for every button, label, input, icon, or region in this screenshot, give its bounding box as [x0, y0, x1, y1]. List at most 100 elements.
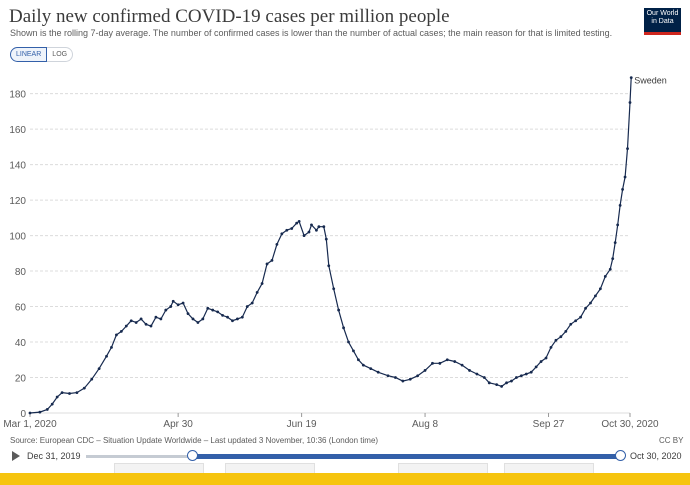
- logo-line-1: Our World: [646, 10, 679, 17]
- x-tick-label: Aug 8: [412, 419, 439, 430]
- data-point: [201, 317, 205, 321]
- data-point: [352, 349, 355, 353]
- series-label-sweden: Sweden: [634, 76, 667, 86]
- data-point: [310, 223, 313, 227]
- line-chart: 0 20 40 60 80 100 120 140 160 180 Mar 1, 2020 Apr …: [3, 76, 667, 430]
- data-point: [616, 223, 620, 227]
- data-point: [181, 301, 185, 305]
- timeline-end-handle[interactable]: [615, 450, 626, 461]
- data-point: [129, 319, 133, 323]
- x-tick-label: Apr 30: [163, 419, 193, 430]
- data-point: [110, 345, 113, 349]
- data-point: [216, 310, 220, 314]
- tab-placeholder[interactable]: [504, 463, 594, 474]
- data-point: [28, 411, 32, 415]
- tab-placeholder[interactable]: [398, 463, 488, 474]
- data-point: [139, 317, 143, 321]
- data-point: [105, 354, 108, 358]
- data-point: [629, 76, 633, 80]
- data-point: [270, 259, 274, 262]
- data-point: [307, 230, 311, 234]
- data-point: [549, 345, 553, 349]
- data-point: [226, 315, 229, 319]
- data-point: [144, 322, 148, 326]
- data-point: [45, 408, 49, 411]
- data-point: [236, 317, 239, 321]
- data-point: [594, 294, 597, 298]
- y-tick-label: 0: [20, 409, 26, 420]
- data-point: [621, 188, 624, 191]
- y-tick-label: 140: [9, 161, 26, 172]
- data-point: [38, 410, 42, 414]
- data-point: [68, 392, 71, 395]
- scale-toggle: LINEAR LOG: [10, 47, 74, 62]
- y-tick-label: 160: [9, 125, 26, 136]
- data-point: [468, 369, 471, 372]
- data-point: [569, 322, 573, 326]
- data-point: [460, 363, 464, 367]
- tab-placeholder[interactable]: [114, 463, 204, 474]
- log-scale-button[interactable]: LOG: [47, 47, 74, 62]
- data-point: [386, 374, 390, 378]
- data-point: [265, 262, 269, 266]
- data-point: [453, 360, 457, 363]
- data-point: [295, 221, 299, 225]
- timeline-track-inactive[interactable]: [86, 455, 192, 458]
- data-point: [623, 175, 627, 179]
- y-tick-label: 20: [15, 374, 27, 385]
- data-point: [302, 234, 306, 237]
- data-point: [495, 383, 499, 387]
- data-point: [376, 370, 380, 374]
- data-point: [431, 361, 434, 365]
- x-tick-label: Mar 1, 2020: [3, 419, 57, 430]
- data-point: [584, 306, 587, 310]
- data-point: [626, 147, 629, 151]
- data-point: [618, 204, 622, 207]
- timeline-start-handle[interactable]: [187, 450, 198, 461]
- data-point: [211, 308, 215, 312]
- data-point: [327, 264, 331, 268]
- data-point: [297, 219, 301, 223]
- tab-placeholder[interactable]: [225, 463, 315, 474]
- data-point: [608, 267, 612, 271]
- data-point: [628, 101, 632, 104]
- x-tick-label: Sep 27: [533, 419, 565, 430]
- data-point: [487, 381, 491, 385]
- data-point: [559, 335, 563, 339]
- owid-logo[interactable]: Our World in Data: [644, 8, 681, 35]
- y-tick-label: 180: [9, 90, 26, 101]
- data-point: [408, 377, 412, 381]
- grid-lines: [30, 93, 630, 414]
- license-link[interactable]: CC BY: [659, 436, 684, 445]
- data-point: [394, 376, 397, 379]
- timeline-track-selected[interactable]: [192, 454, 620, 459]
- data-point: [534, 365, 538, 369]
- data-point: [119, 329, 123, 333]
- data-point: [505, 381, 508, 385]
- data-point: [124, 324, 128, 328]
- data-point: [445, 358, 449, 362]
- data-point: [574, 319, 578, 323]
- data-point: [55, 395, 59, 399]
- data-point: [401, 379, 405, 383]
- data-point: [176, 303, 180, 307]
- play-icon[interactable]: [12, 451, 20, 461]
- data-point: [500, 384, 504, 388]
- data-point: [60, 391, 64, 394]
- data-point: [332, 287, 336, 291]
- data-point: [250, 301, 254, 305]
- linear-scale-button[interactable]: LINEAR: [10, 47, 48, 62]
- data-point: [598, 287, 602, 291]
- data-point: [317, 225, 321, 229]
- timeline-start-label: Dec 31, 2019: [27, 451, 81, 461]
- y-tick-label: 120: [9, 196, 26, 207]
- data-point: [196, 321, 200, 324]
- chart-title: Daily new confirmed COVID-19 cases per m…: [9, 6, 450, 27]
- data-point: [90, 377, 94, 381]
- y-tick-label: 100: [9, 232, 26, 243]
- data-point: [369, 367, 373, 371]
- data-point: [564, 329, 568, 333]
- data-point: [524, 372, 528, 376]
- data-point: [361, 363, 365, 367]
- data-point: [75, 391, 79, 394]
